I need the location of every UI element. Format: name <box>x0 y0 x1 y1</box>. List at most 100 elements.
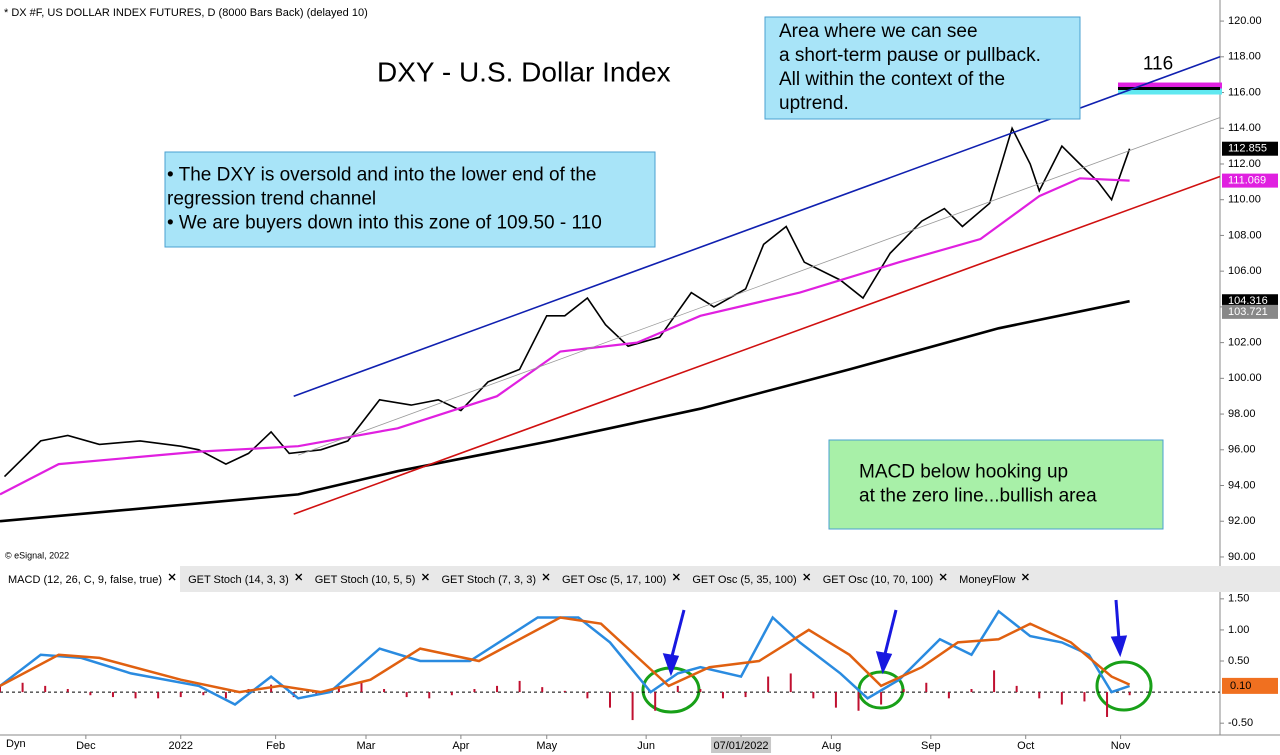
tab-close[interactable] <box>542 573 550 581</box>
y-tick-label: 0.50 <box>1228 655 1249 667</box>
histogram-bar <box>450 692 453 696</box>
arrow-head <box>1110 635 1128 658</box>
tab-close[interactable] <box>939 573 947 581</box>
histogram-bar <box>970 688 973 693</box>
y-tick-label: 100.00 <box>1228 372 1262 384</box>
series-line <box>0 177 1130 496</box>
histogram-bar <box>157 692 160 699</box>
note-text: MACD below hooking up <box>859 462 1068 483</box>
value-tag-label: 0.10 <box>1230 680 1251 692</box>
histogram-bar <box>21 682 24 693</box>
tab-label[interactable]: GET Osc (10, 70, 100) <box>823 574 933 586</box>
tab-label[interactable]: GET Osc (5, 17, 100) <box>562 574 666 586</box>
histogram-bar <box>721 692 724 699</box>
tab-close[interactable] <box>1021 573 1029 581</box>
histogram-bar <box>812 692 815 699</box>
histogram-bar <box>1015 685 1018 693</box>
histogram-bar <box>179 692 182 698</box>
histogram-bar <box>1038 692 1041 699</box>
histogram-bar <box>428 692 431 699</box>
y-tick-label: 92.00 <box>1228 515 1256 527</box>
histogram-bar <box>111 692 114 698</box>
histogram-bar <box>1128 692 1131 696</box>
level-zone <box>1118 82 1222 89</box>
series-line <box>298 117 1221 456</box>
histogram-bar <box>1106 692 1109 717</box>
histogram-bar <box>744 692 747 698</box>
x-tick-label: Nov <box>1111 740 1131 752</box>
tab-label[interactable]: GET Stoch (10, 5, 5) <box>315 574 416 586</box>
x-tick-label: Aug <box>822 740 842 752</box>
tab-close[interactable] <box>803 573 811 581</box>
histogram-bar <box>609 692 611 708</box>
histogram-bar <box>89 692 92 696</box>
histogram-bar <box>857 692 860 711</box>
x-tick-label: Apr <box>452 740 469 752</box>
price-tag-label: 111.069 <box>1228 175 1266 187</box>
note-text: regression trend channel <box>167 189 376 210</box>
series-line <box>293 175 1221 515</box>
histogram-bar <box>405 692 408 698</box>
y-tick-label: 1.00 <box>1228 624 1249 636</box>
tab-close[interactable] <box>672 573 680 581</box>
y-tick-label: -0.50 <box>1228 717 1253 729</box>
y-tick-label: 106.00 <box>1228 265 1262 277</box>
note-box <box>164 151 656 248</box>
active-tab[interactable] <box>0 566 180 592</box>
histogram-bar <box>925 682 928 693</box>
tab-close[interactable] <box>295 573 303 581</box>
tab-close[interactable] <box>168 573 176 581</box>
histogram-bar <box>518 680 521 693</box>
series-line <box>0 299 1130 523</box>
tab-label[interactable]: MACD (12, 26, C, 9, false, true) <box>8 574 162 586</box>
tab-bar <box>0 566 1280 592</box>
histogram-bar <box>360 682 363 693</box>
y-tick-label: 94.00 <box>1228 479 1256 491</box>
histogram-bar <box>676 685 679 693</box>
histogram-bar <box>947 692 950 699</box>
note-box <box>764 16 1081 120</box>
histogram-bar <box>44 685 47 693</box>
note-text: All within the context of the <box>779 69 1005 90</box>
price-tag <box>1222 173 1278 188</box>
note-text: at the zero line...bullish area <box>859 486 1097 507</box>
histogram-bar <box>789 673 792 693</box>
y-tick-label: 108.00 <box>1228 229 1262 241</box>
note-text: Area where we can see <box>779 21 978 42</box>
histogram-bar <box>541 687 544 693</box>
price-tag-label: 103.721 <box>1228 306 1268 318</box>
tab-close[interactable] <box>421 573 429 581</box>
histogram-bar <box>834 692 837 708</box>
histogram-bar <box>880 692 883 705</box>
y-tick-label: 118.00 <box>1228 51 1261 63</box>
level-zone <box>1118 88 1222 95</box>
tab-label[interactable]: GET Stoch (7, 3, 3) <box>441 574 536 586</box>
x-tick-label: 2022 <box>168 740 192 752</box>
histogram-bar <box>202 692 205 696</box>
y-tick-label: 116.00 <box>1228 86 1261 98</box>
price-tag <box>1222 141 1278 156</box>
x-tick-label: Dec <box>76 740 96 752</box>
histogram-bar <box>654 692 657 711</box>
chart-title: DXY - U.S. Dollar Index <box>377 56 671 87</box>
histogram-bar <box>1060 692 1063 705</box>
corner-label: Dyn <box>6 738 26 750</box>
histogram-bar <box>902 688 905 693</box>
tab-label[interactable]: GET Stoch (14, 3, 3) <box>188 574 289 586</box>
arrow <box>1114 599 1121 641</box>
histogram-bar <box>134 692 137 699</box>
arrows <box>662 599 1128 677</box>
histogram-bar <box>767 676 770 693</box>
tab-label[interactable]: MoneyFlow <box>959 574 1015 586</box>
histogram-bar <box>224 692 227 699</box>
histogram-bar <box>0 684 1 693</box>
y-tick-label: 110.00 <box>1228 194 1261 206</box>
highlight-circle <box>1095 660 1153 712</box>
histogram-bar <box>631 692 634 721</box>
tab-label[interactable]: GET Osc (5, 35, 100) <box>692 574 796 586</box>
y-tick-label: 102.00 <box>1228 337 1262 349</box>
y-tick-label: 112.00 <box>1228 158 1261 170</box>
price-tag-label: 112.855 <box>1228 143 1267 155</box>
